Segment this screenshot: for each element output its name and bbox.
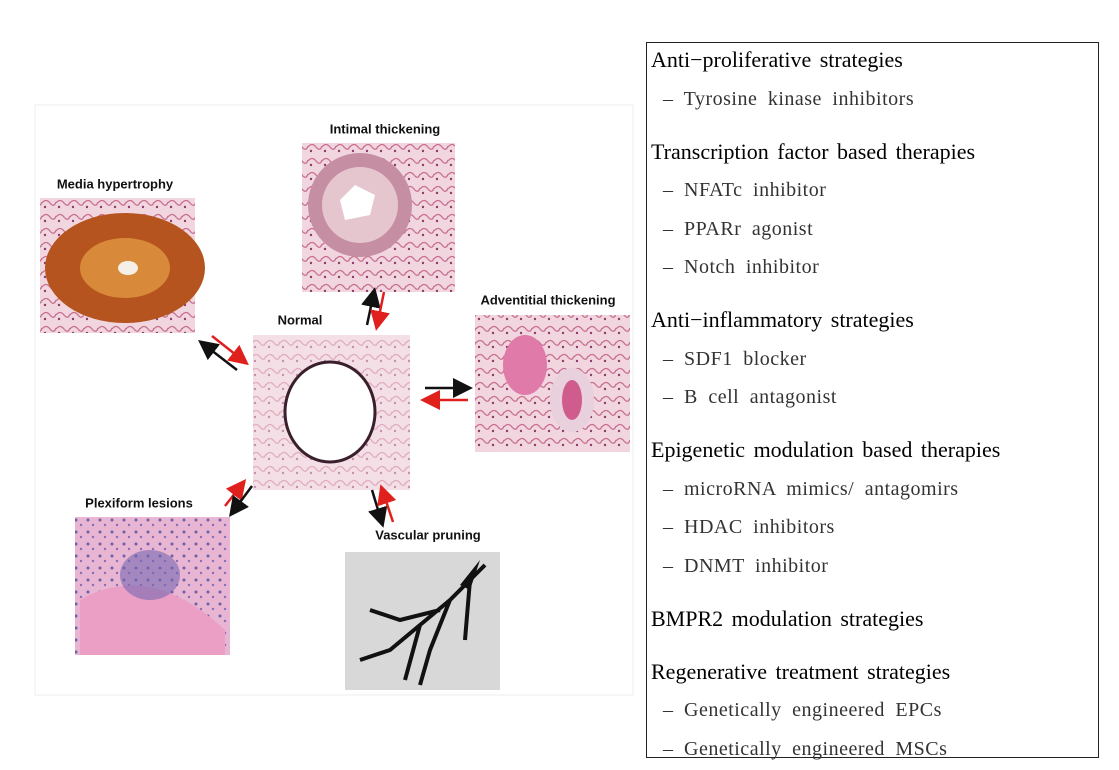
image-adventitial-thickening — [475, 315, 630, 452]
strategy-heading: Anti−proliferative strategies — [651, 47, 903, 72]
strategy-item: – SDF1 blocker — [663, 347, 807, 370]
image-normal — [253, 335, 410, 490]
strategy-item: – HDAC inhibitors — [663, 516, 835, 538]
strategy-heading: Regenerative treatment strategies — [651, 658, 951, 684]
strategy-heading: Anti−inflammatory strategies — [651, 307, 914, 332]
strategy-item: – B cell antagonist — [663, 386, 837, 408]
strategy-item: – PPARr agonist — [663, 217, 814, 240]
image-plexiform-lesions — [75, 517, 230, 655]
strategy-item: – Genetically engineered MSCs — [663, 737, 948, 760]
panel-label: Adventitial thickening — [480, 292, 615, 307]
strategy-heading: Transcription factor based therapies — [651, 138, 976, 164]
image-media-hypertrophy — [40, 198, 205, 333]
panel-label: Plexiform lesions — [85, 495, 193, 510]
panel-label: Intimal thickening — [330, 121, 441, 136]
strategy-item: – DNMT inhibitor — [663, 554, 829, 577]
strategy-item: – NFATc inhibitor — [663, 179, 827, 201]
arrows — [198, 287, 473, 528]
image-intimal-thickening — [302, 143, 455, 292]
panel-label: Vascular pruning — [375, 527, 481, 542]
strategy-item: – Tyrosine kinase inhibitors — [663, 87, 915, 110]
strategy-item: – Genetically engineered EPCs — [663, 699, 942, 721]
strategy-heading: BMPR2 modulation strategies — [651, 605, 924, 631]
strategy-heading: Epigenetic modulation based therapies — [651, 437, 1001, 462]
image-vascular-pruning — [345, 552, 500, 690]
strategy-item: – Notch inhibitor — [663, 256, 820, 278]
strategy-item: – microRNA mimics/ antagomirs — [663, 477, 959, 500]
panel-label: Normal — [278, 312, 323, 327]
strategy-list: Anti−proliferative strategies – Tyrosine … — [646, 42, 1099, 760]
panel-label: Media hypertrophy — [57, 176, 174, 191]
figure: Media hypertrophy Intimal thickening Nor… — [34, 104, 634, 696]
